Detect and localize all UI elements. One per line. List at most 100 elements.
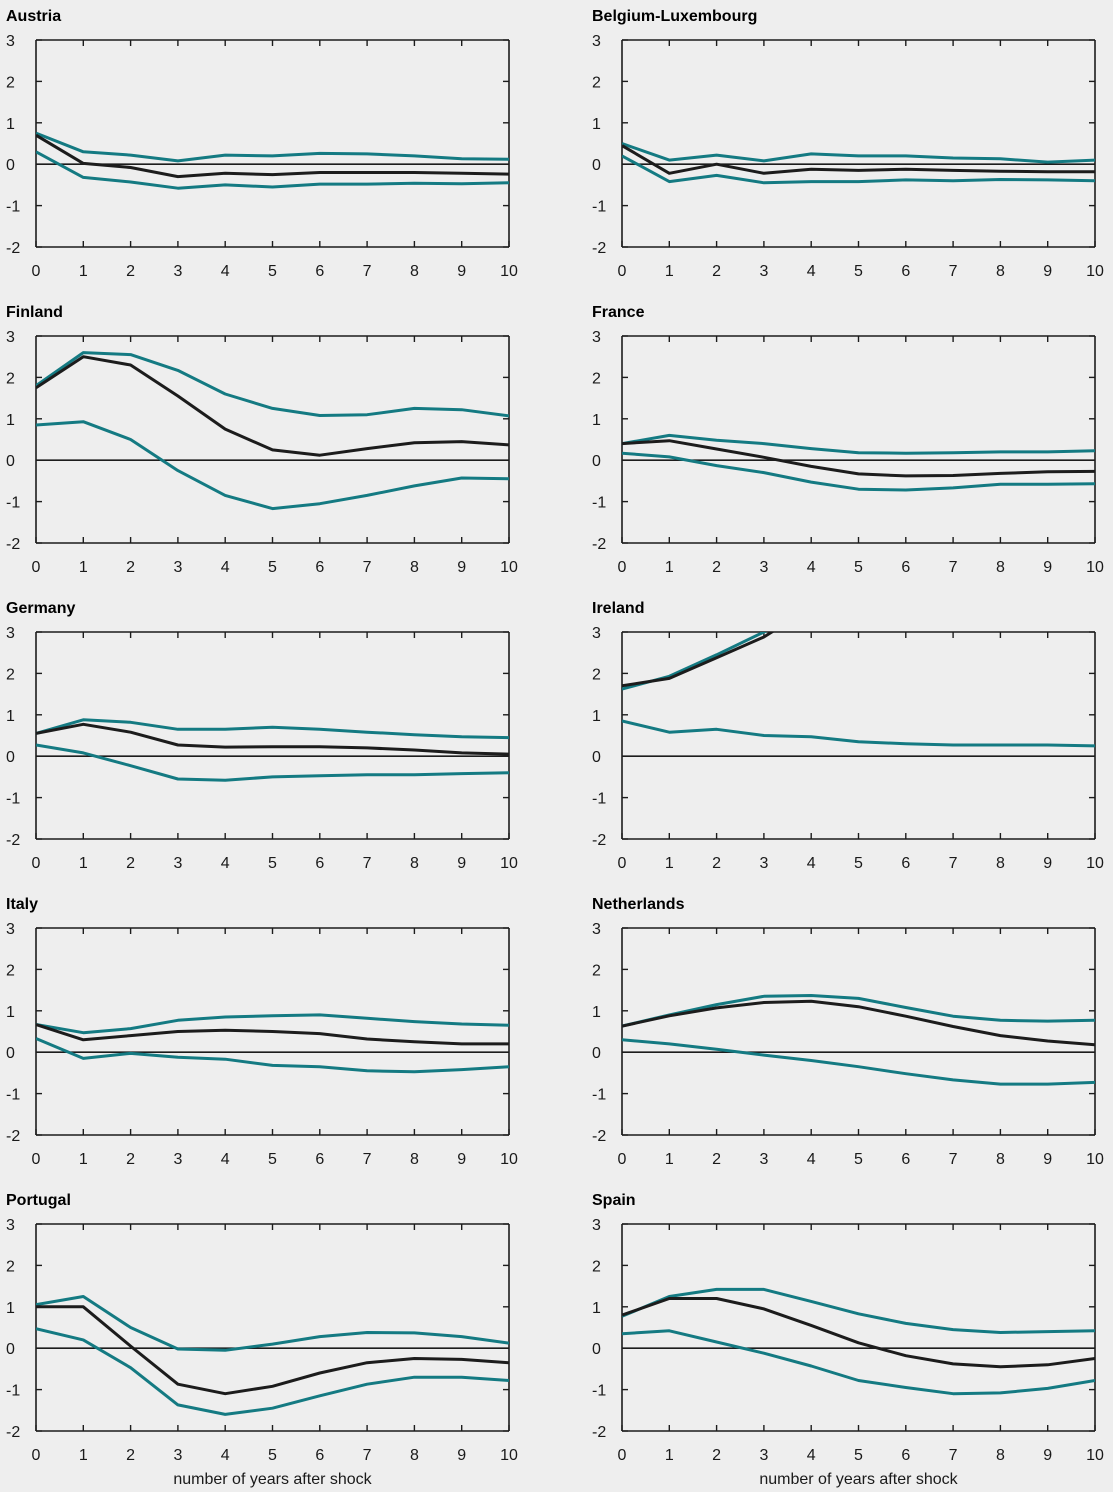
y-tick-label: 2	[592, 1258, 601, 1275]
x-tick-label: 10	[500, 263, 518, 280]
x-tick-label: 3	[759, 855, 768, 872]
y-tick-label: 3	[592, 33, 601, 50]
x-tick-label: 7	[363, 263, 372, 280]
x-tick-label: 8	[410, 1151, 419, 1168]
x-tick-label: 5	[854, 1151, 863, 1168]
x-tick-label: 0	[32, 1151, 41, 1168]
chart-title: Spain	[592, 1192, 636, 1209]
x-tick-label: 1	[665, 1151, 674, 1168]
x-tick-label: 10	[500, 1151, 518, 1168]
x-tick-label: 4	[221, 559, 230, 576]
series-line-upper	[36, 718, 509, 740]
x-tick-label: 10	[1086, 559, 1104, 576]
x-tick-label: 9	[1043, 559, 1052, 576]
y-tick-label: 1	[6, 116, 15, 133]
y-tick-label: 3	[592, 329, 601, 346]
y-tick-label: -1	[592, 495, 606, 512]
y-tick-label: 0	[6, 157, 15, 174]
series-line-upper	[36, 1013, 509, 1035]
y-tick-label: -1	[6, 1383, 20, 1400]
y-tick-label: -2	[592, 536, 606, 553]
x-tick-label: 5	[854, 559, 863, 576]
y-tick-label: 0	[592, 453, 601, 470]
y-tick-label: -1	[592, 791, 606, 808]
x-tick-label: 6	[315, 1151, 324, 1168]
y-tick-label: 3	[592, 1217, 601, 1234]
x-tick-label: 8	[410, 1447, 419, 1464]
x-tick-label: 6	[901, 1151, 910, 1168]
x-tick-label: 6	[901, 263, 910, 280]
series-line-upper	[36, 1295, 509, 1352]
x-tick-label: 5	[268, 1151, 277, 1168]
chart-title: Finland	[6, 304, 63, 321]
series-line-lower	[622, 451, 1095, 492]
x-tick-label: 0	[32, 263, 41, 280]
x-tick-label: 5	[854, 263, 863, 280]
series-line-lower	[622, 1038, 1095, 1086]
y-tick-label: 0	[592, 1341, 601, 1358]
y-tick-label: 0	[6, 453, 15, 470]
x-tick-label: 2	[126, 1151, 135, 1168]
y-tick-label: 2	[592, 962, 601, 979]
x-tick-label: 3	[759, 263, 768, 280]
chart-title: France	[592, 304, 645, 321]
x-tick-label: 6	[901, 559, 910, 576]
y-tick-label: -2	[6, 240, 20, 257]
x-tick-label: 8	[996, 559, 1005, 576]
x-tick-label: 3	[759, 1447, 768, 1464]
y-tick-label: 2	[6, 962, 15, 979]
x-tick-label: 10	[500, 559, 518, 576]
y-tick-label: 1	[592, 1300, 601, 1317]
x-tick-label: 4	[221, 1151, 230, 1168]
x-tick-label: 5	[268, 559, 277, 576]
y-tick-label: 1	[592, 116, 601, 133]
series-line-lower	[622, 154, 1095, 185]
series-line-lower	[36, 420, 509, 511]
y-tick-label: -1	[592, 1087, 606, 1104]
x-tick-label: 7	[363, 1447, 372, 1464]
x-tick-label: 3	[759, 1151, 768, 1168]
x-tick-label: 2	[126, 559, 135, 576]
x-tick-label: 8	[410, 855, 419, 872]
x-tick-label: 8	[996, 1447, 1005, 1464]
x-tick-label: 6	[901, 1447, 910, 1464]
x-tick-label: 9	[457, 855, 466, 872]
y-tick-label: 2	[592, 666, 601, 683]
series-line-lower	[622, 719, 1095, 748]
x-tick-label: 0	[618, 263, 627, 280]
x-tick-label: 5	[268, 855, 277, 872]
x-tick-label: 3	[173, 855, 182, 872]
y-tick-label: 3	[592, 625, 601, 642]
chart-title: Austria	[6, 8, 61, 25]
y-tick-label: 1	[6, 708, 15, 725]
chart-title: Portugal	[6, 1192, 71, 1209]
series-line-lower	[36, 743, 509, 782]
y-tick-label: 1	[592, 1004, 601, 1021]
series-line-central	[622, 1297, 1095, 1369]
y-tick-label: -2	[6, 1128, 20, 1145]
x-tick-label: 0	[32, 1447, 41, 1464]
x-tick-label: 10	[1086, 855, 1104, 872]
y-tick-label: 3	[6, 921, 15, 938]
x-tick-label: 8	[996, 855, 1005, 872]
y-tick-label: -2	[592, 1424, 606, 1441]
x-tick-label: 0	[618, 1151, 627, 1168]
x-tick-label: 4	[807, 855, 816, 872]
chart-title: Belgium-Luxembourg	[592, 8, 757, 25]
y-tick-label: 2	[6, 1258, 15, 1275]
x-tick-label: 8	[996, 1151, 1005, 1168]
x-tick-label: 9	[457, 559, 466, 576]
y-tick-label: 3	[6, 625, 15, 642]
series-line-central	[622, 144, 1095, 175]
x-tick-label: 6	[315, 855, 324, 872]
series-line-upper	[36, 131, 509, 163]
y-tick-label: 1	[6, 412, 15, 429]
y-tick-label: -2	[592, 832, 606, 849]
x-tick-label: 9	[1043, 263, 1052, 280]
x-tick-label: 9	[1043, 855, 1052, 872]
x-tick-label: 0	[618, 855, 627, 872]
